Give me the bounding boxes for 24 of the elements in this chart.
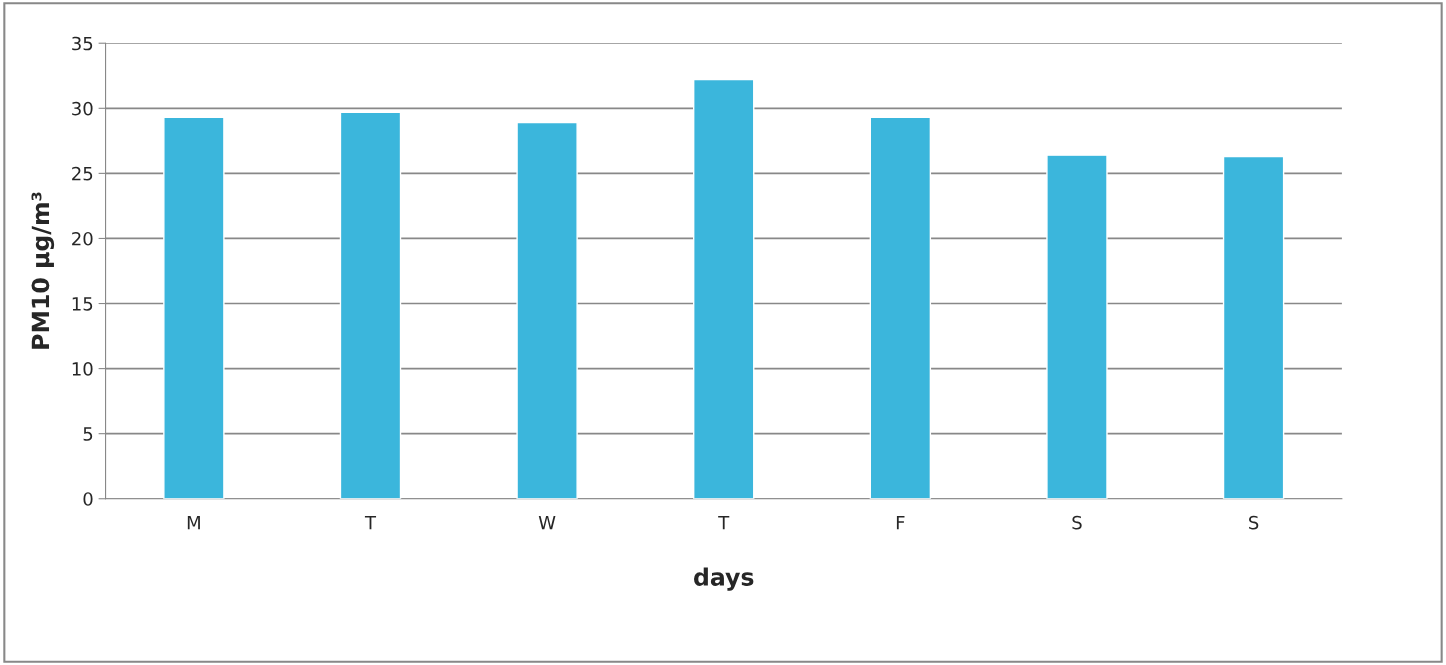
x-tick-label: F xyxy=(896,515,905,530)
x-tick-label: T xyxy=(364,515,377,530)
y-tick-label: 15 xyxy=(72,297,93,311)
bar xyxy=(869,116,932,499)
x-tick-label: S xyxy=(1249,515,1259,530)
x-axis-title: days xyxy=(694,567,754,591)
y-tick-label: 5 xyxy=(83,427,93,441)
x-tick-label: W xyxy=(538,515,556,530)
y-tick-label: 10 xyxy=(72,362,93,376)
bar xyxy=(163,116,225,499)
y-tick-label: 25 xyxy=(72,166,93,181)
x-tick-label: T xyxy=(718,515,730,530)
y-axis-title: PM10 µg/m³ xyxy=(31,192,55,349)
bar xyxy=(1222,155,1285,499)
bar xyxy=(1046,154,1108,499)
y-tick-label: 35 xyxy=(72,36,93,51)
x-tick-label: S xyxy=(1072,515,1082,530)
y-tick-label: 0 xyxy=(83,492,93,506)
bar xyxy=(339,111,402,499)
y-tick-label: 20 xyxy=(72,231,93,246)
x-tick-label: M xyxy=(187,515,200,530)
y-tick-label: 30 xyxy=(72,101,93,116)
bar xyxy=(516,121,578,499)
bar xyxy=(693,78,755,499)
